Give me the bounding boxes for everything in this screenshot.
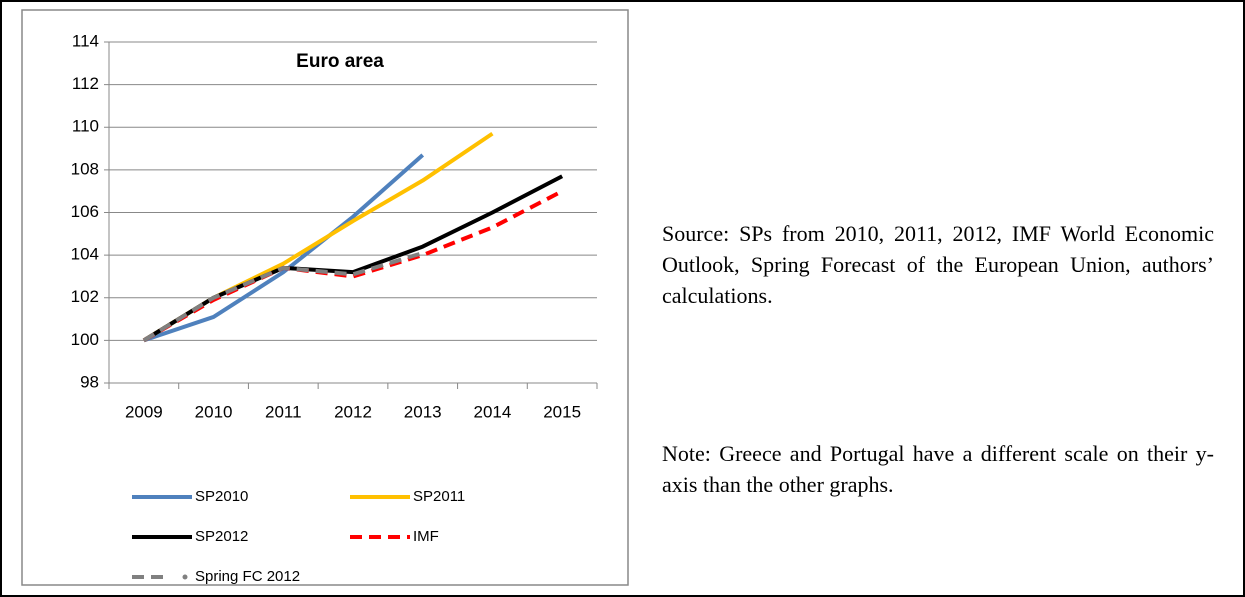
legend-label: SP2010 [195, 488, 248, 505]
chart-title: Euro area [296, 51, 384, 72]
y-tick-label: 98 [80, 372, 99, 391]
legend-marker [182, 574, 188, 580]
x-tick-label: 2011 [265, 402, 302, 421]
y-tick-label: 106 [71, 202, 99, 221]
y-tick-label: 110 [72, 117, 99, 136]
legend-label: IMF [413, 528, 439, 545]
x-tick-label: 2013 [404, 402, 442, 421]
y-tick-label: 100 [71, 330, 99, 349]
x-tick-label: 2012 [334, 402, 372, 421]
x-tick-label: 2009 [125, 402, 163, 421]
legend-label: Spring FC 2012 [195, 568, 300, 585]
y-tick-label: 102 [71, 287, 99, 306]
y-tick-label: 104 [71, 245, 99, 264]
y-tick-label: 114 [72, 31, 99, 50]
legend-label: SP2011 [413, 488, 465, 505]
y-tick-label: 112 [72, 74, 99, 93]
note-text: Note: Greece and Portugal have a differe… [662, 441, 1214, 497]
x-tick-label: 2010 [195, 402, 233, 421]
source-text: Source: SPs from 2010, 2011, 2012, IMF W… [662, 221, 1214, 308]
series-line [142, 251, 424, 343]
x-tick-label: 2014 [474, 402, 512, 421]
x-tick-label: 2015 [543, 402, 581, 421]
legend-label: SP2012 [195, 528, 248, 545]
y-tick-label: 108 [71, 159, 99, 178]
series-line [143, 153, 425, 343]
